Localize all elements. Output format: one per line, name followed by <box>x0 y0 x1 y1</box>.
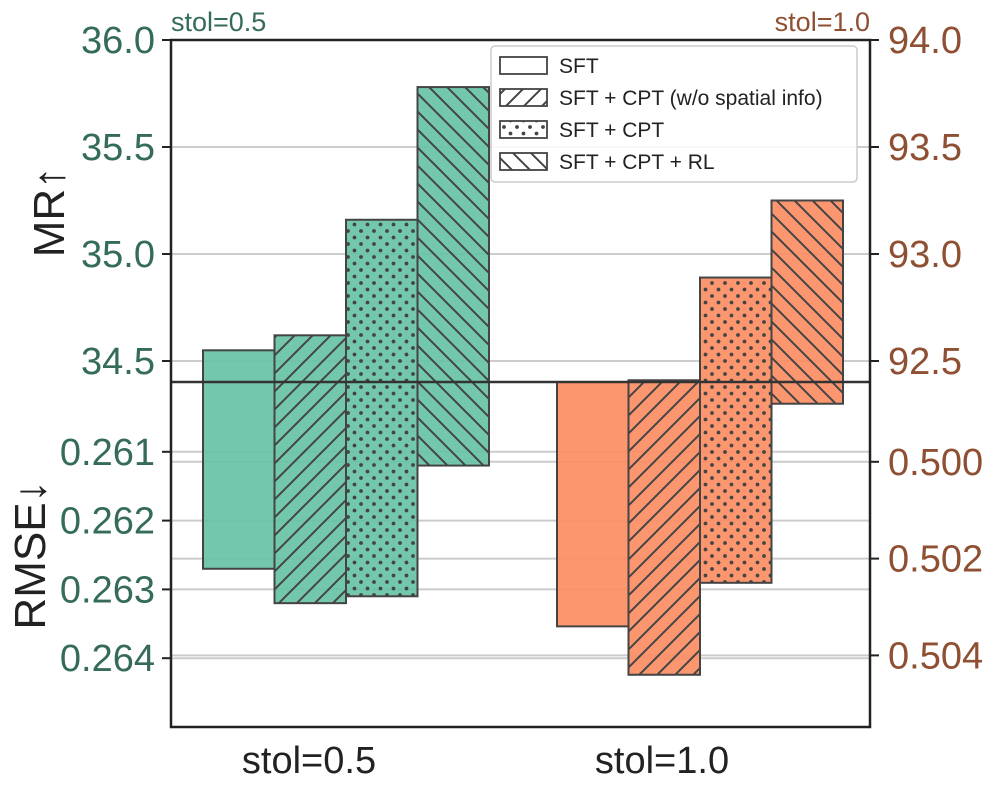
bar-stol10-2-hatch <box>628 380 700 675</box>
tick-label-rmse-right-0: 0.500 <box>888 442 983 484</box>
corner-label-right: stol=1.0 <box>775 7 870 37</box>
plot-frame <box>169 38 872 729</box>
bar-stol05-1-fill <box>203 350 275 569</box>
legend-label-sft-cpt: SFT + CPT <box>559 119 664 142</box>
tick-label-mr-left-2: 35.5 <box>81 127 155 169</box>
tick-label-mr-right-2: 93.5 <box>888 127 962 169</box>
bars <box>202 86 844 676</box>
bar-stol05-2-hatch <box>274 335 346 604</box>
x-tick-label-2: stol=1.0 <box>595 740 729 782</box>
legend-swatch-sft <box>499 56 548 75</box>
bar-stol05-3-hatch <box>346 219 418 597</box>
bottom-ylabel: RMSE↓ <box>6 480 55 629</box>
legend-label-sft: SFT <box>559 55 599 78</box>
tick-label-rmse-left-0: 0.261 <box>60 432 155 474</box>
tick-label-rmse-left-1: 0.262 <box>60 501 155 543</box>
top-ylabel: MR↑ <box>25 167 74 257</box>
x-tick-label-1: stol=0.5 <box>242 740 376 782</box>
tick-label-rmse-left-3: 0.264 <box>60 638 155 680</box>
legend-frame <box>490 45 858 183</box>
tick-label-mr-right-3: 94.0 <box>888 20 962 62</box>
bar-stol05-4 <box>416 86 490 467</box>
bar-stol05-4-hatch <box>417 87 489 466</box>
bar-stol10-1-fill <box>557 382 629 627</box>
legend-swatch-sft-cpt-rl <box>499 152 548 171</box>
bar-stol10-4 <box>770 199 844 405</box>
tick-label-mr-right-1: 93.0 <box>888 234 962 276</box>
tick-label-mr-right-0: 92.5 <box>888 341 962 383</box>
legend-swatch-sft-cpt <box>499 120 548 139</box>
tick-label-mr-left-1: 35.0 <box>81 234 155 276</box>
corner-label-left: stol=0.5 <box>171 7 266 37</box>
bar-stol10-3 <box>699 276 773 584</box>
tick-label-rmse-right-2: 0.504 <box>888 635 983 677</box>
legend-label-sft-cpt-rl: SFT + CPT + RL <box>559 151 715 174</box>
tick-label-mr-left-0: 34.5 <box>81 341 155 383</box>
tick-label-rmse-right-1: 0.502 <box>888 539 983 581</box>
axis-ticks: 34.5 35.0 35.5 36.0 92.5 93.0 93.5 94.0 0.261 0.2… <box>60 20 983 680</box>
legend-label-sft-cpt-nospatial: SFT + CPT (w/o spatial info) <box>559 87 823 110</box>
bar-stol10-3-hatch <box>700 277 772 583</box>
tick-label-rmse-left-2: 0.263 <box>60 569 155 611</box>
legend: SFT SFT + CPT (w/o spatial info) SFT + C… <box>490 45 858 183</box>
bar-stol10-4-hatch <box>771 200 843 404</box>
tick-label-mr-left-3: 36.0 <box>81 20 155 62</box>
legend-swatch-sft-cpt-nospatial <box>499 88 548 107</box>
